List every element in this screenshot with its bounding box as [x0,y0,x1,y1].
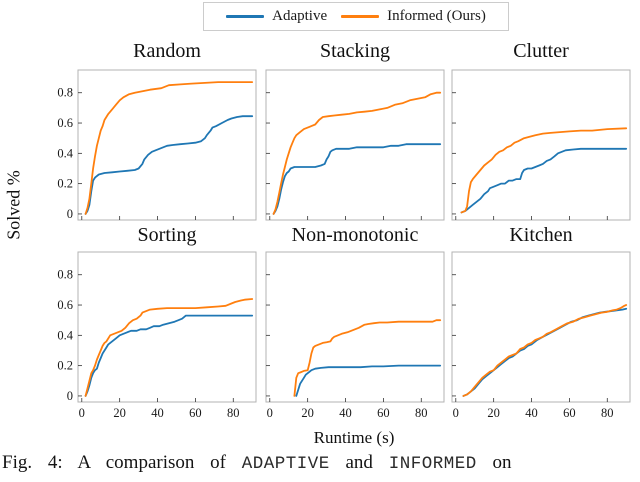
legend-item-informed: Informed (Ours) [341,8,486,25]
caption-segment: and [329,452,389,473]
series-line-informed-ours [293,319,442,397]
y-tick-label: 0.4 [57,328,73,342]
series-line-informed-ours [460,127,628,214]
x-tick-label: 0 [79,406,85,420]
y-tick-label: 0.6 [57,298,73,312]
plot-frame [77,251,257,403]
legend-item-adaptive: Adaptive [226,8,327,25]
subplot-canvas-sorting: 0 20 40 60 80 0 0.2 0.4 0.6 0.8 [57,251,257,420]
series-line-informed-ours [462,304,628,397]
subplot-title-non-monotonic: Non-monotonic [291,224,419,246]
y-tick-label: 0.2 [57,359,73,373]
x-tick-label: 40 [525,406,538,420]
plot-frame [265,251,445,403]
x-tick-label: 60 [563,406,576,420]
x-tick-label: 0 [453,406,459,420]
figure-caption: Fig. 4: A comparison of ADAPTIVE and INF… [2,452,638,474]
subplot-title-sorting: Sorting [137,224,197,246]
subplot-title-kitchen: Kitchen [509,224,573,246]
series-line-adaptive [462,307,628,397]
subplot-canvas-clutter [451,69,631,221]
subplot-canvas-non-monotonic: 0 20 40 60 80 [265,251,445,420]
subplot-title-clutter: Clutter [513,40,569,62]
caption-segment-mono: INFORMED [388,454,477,474]
subplot-canvas-kitchen: 0 20 40 60 80 [451,251,631,420]
series-line-informed-ours [84,81,254,215]
y-tick-label: 0.2 [57,177,73,191]
x-tick-label: 40 [339,406,352,420]
plot-legend: Adaptive Informed (Ours) [203,2,509,31]
caption-segment: on [476,452,512,473]
adaptive-line-sample-icon [226,15,265,18]
y-axis-label: Solved % [3,170,24,240]
series-line-adaptive [84,314,254,397]
plot-frame [77,69,257,221]
x-tick-label: 20 [301,406,314,420]
series-line-adaptive [460,147,628,214]
plot-frame [451,251,631,403]
x-tick-label: 80 [227,406,240,420]
y-tick-label: 0.4 [57,146,73,160]
legend-label-adaptive: Adaptive [272,8,328,24]
informed-line-sample-icon [341,15,380,18]
legend-label-informed: Informed (Ours) [387,8,486,24]
y-tick-label: 0 [67,207,73,221]
x-tick-label: 20 [113,406,126,420]
series-line-adaptive [295,364,442,397]
series-line-informed-ours [272,91,442,215]
subplot-title-stacking: Stacking [320,40,390,62]
series-line-informed-ours [84,298,254,397]
x-tick-label: 80 [415,406,428,420]
subplot-title-random: Random [133,40,201,62]
y-tick-label: 0.8 [57,86,73,100]
series-line-adaptive [84,115,254,215]
x-tick-label: 40 [151,406,164,420]
subplot-canvas-random: 0 0.2 0.4 0.6 0.8 [57,69,257,221]
x-tick-label: 20 [487,406,500,420]
series-line-adaptive [272,143,442,215]
y-tick-label: 0.8 [57,268,73,282]
x-tick-label: 60 [377,406,390,420]
x-tick-label: 60 [189,406,202,420]
plot-frame [451,69,631,221]
x-tick-label: 80 [601,406,614,420]
caption-segment: Fig. 4: A comparison of [2,452,242,473]
caption-segment-mono: ADAPTIVE [241,454,330,474]
plot-frame [265,69,445,221]
y-tick-label: 0.6 [57,116,73,130]
subplot-canvas-stacking [265,69,445,221]
x-axis-label: Runtime (s) [313,428,395,447]
y-tick-label: 0 [67,389,73,403]
x-tick-label: 0 [267,406,273,420]
